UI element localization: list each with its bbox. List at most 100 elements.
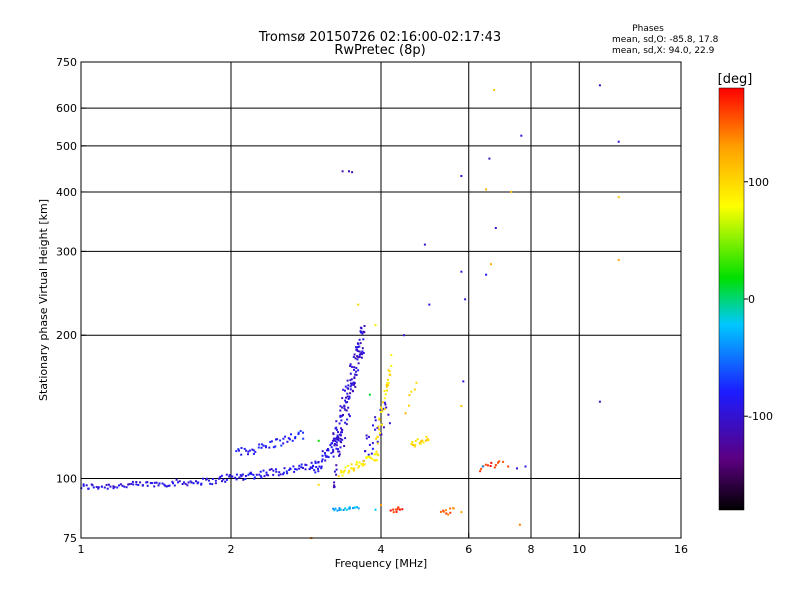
data-point xyxy=(344,399,347,402)
y-axis-label: Stationary phase Virtual Height [km] xyxy=(37,199,50,401)
data-point xyxy=(368,455,371,458)
data-point xyxy=(343,407,346,410)
data-point xyxy=(353,376,356,379)
data-point xyxy=(384,393,387,396)
data-point xyxy=(388,422,391,425)
data-point xyxy=(365,457,368,460)
data-point xyxy=(348,506,351,509)
data-point xyxy=(359,330,362,333)
data-point xyxy=(287,437,290,440)
data-point xyxy=(355,373,358,376)
data-point xyxy=(449,511,452,514)
data-point xyxy=(444,509,447,512)
data-point xyxy=(251,448,254,451)
data-point xyxy=(252,449,255,452)
data-point xyxy=(332,507,335,510)
data-point xyxy=(382,426,385,429)
y-tick-label: 300 xyxy=(56,245,77,258)
colorbar xyxy=(718,87,745,511)
x-tick-label: 1 xyxy=(78,543,85,556)
data-point xyxy=(368,435,370,438)
data-point xyxy=(372,424,374,427)
data-point xyxy=(267,474,270,477)
data-point xyxy=(374,459,377,462)
data-point xyxy=(392,511,395,514)
data-point xyxy=(336,509,339,512)
data-point xyxy=(332,455,335,458)
data-point xyxy=(279,473,282,476)
data-point xyxy=(335,428,338,431)
data-point xyxy=(617,196,620,199)
data-point xyxy=(272,473,275,476)
data-point xyxy=(382,407,385,410)
data-point xyxy=(377,425,380,428)
data-point xyxy=(347,507,350,510)
data-point xyxy=(344,385,347,388)
data-point xyxy=(374,419,377,422)
data-point xyxy=(337,450,340,453)
data-point xyxy=(244,478,247,480)
data-point xyxy=(392,508,395,511)
data-point xyxy=(327,449,330,452)
axis-ticks: 1 2 4 6 8 10 16 75 100 200 300 400 500 600 750 xyxy=(56,56,688,556)
data-point xyxy=(520,134,523,137)
data-point xyxy=(238,476,241,479)
data-point xyxy=(361,332,364,335)
data-point xyxy=(598,400,601,403)
data-point xyxy=(262,444,265,447)
data-point xyxy=(335,420,338,423)
data-point xyxy=(282,473,285,476)
data-point xyxy=(363,331,366,334)
data-point xyxy=(370,452,373,455)
data-point xyxy=(516,467,518,470)
data-point xyxy=(249,471,252,474)
data-point xyxy=(315,466,318,468)
data-point xyxy=(340,471,343,474)
data-point xyxy=(331,439,334,442)
data-point xyxy=(168,484,171,487)
data-point xyxy=(314,471,317,474)
data-point xyxy=(317,467,319,470)
y-tick-label: 75 xyxy=(63,532,77,545)
data-point xyxy=(234,476,237,479)
data-point xyxy=(357,356,360,359)
data-point xyxy=(340,441,343,444)
data-point xyxy=(113,486,116,489)
data-point xyxy=(347,406,350,409)
data-point xyxy=(103,486,106,489)
data-point xyxy=(445,512,448,515)
data-point xyxy=(345,409,348,412)
data-point xyxy=(292,465,295,468)
data-point xyxy=(123,485,126,488)
data-point xyxy=(330,452,333,455)
data-point xyxy=(336,434,339,437)
data-point xyxy=(348,396,351,399)
data-point xyxy=(386,382,389,385)
data-point xyxy=(282,442,285,445)
data-point xyxy=(360,356,363,359)
data-point xyxy=(201,477,204,480)
data-point xyxy=(368,393,371,396)
colorbar-label: [deg] xyxy=(718,72,753,87)
data-point xyxy=(353,383,355,386)
data-point xyxy=(321,458,324,461)
data-point xyxy=(364,450,367,453)
data-point xyxy=(442,510,445,513)
data-point xyxy=(269,441,272,443)
data-point xyxy=(347,413,350,416)
data-point xyxy=(342,414,344,416)
data-point xyxy=(130,482,133,485)
data-point xyxy=(105,483,108,486)
data-point xyxy=(305,464,308,467)
data-point xyxy=(220,474,223,477)
data-point xyxy=(314,460,317,463)
data-point xyxy=(106,487,109,490)
data-point xyxy=(282,437,285,440)
data-point xyxy=(348,507,351,510)
data-point xyxy=(184,482,187,485)
data-point xyxy=(385,384,388,387)
data-point xyxy=(195,480,197,483)
data-point xyxy=(349,372,352,375)
data-point xyxy=(338,454,341,457)
data-point xyxy=(350,382,352,385)
